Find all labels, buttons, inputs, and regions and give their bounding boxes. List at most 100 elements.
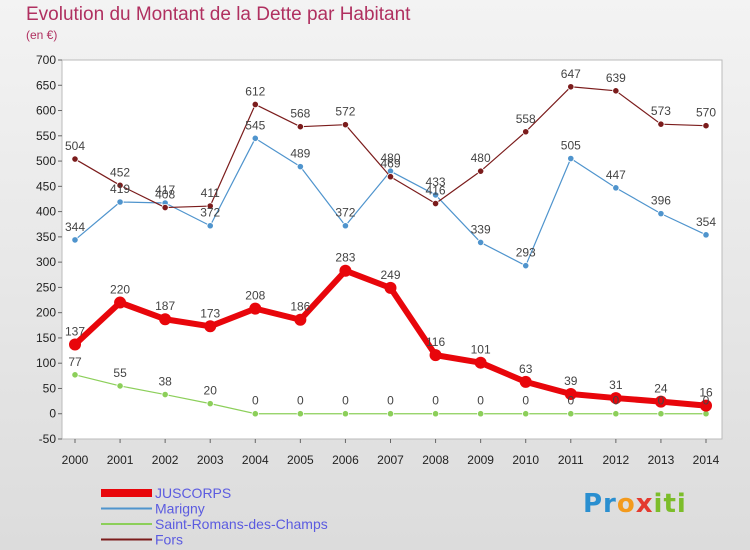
data-label: 220 — [110, 283, 130, 297]
data-point — [296, 123, 304, 131]
data-point — [429, 349, 442, 362]
data-point — [341, 222, 350, 230]
data-point — [702, 231, 710, 239]
data-label: 558 — [516, 112, 536, 126]
x-tick-label: 2011 — [558, 453, 584, 467]
data-label: 0 — [297, 394, 304, 408]
data-point — [564, 388, 577, 401]
y-tick-label: 50 — [43, 381, 57, 395]
data-point — [657, 120, 665, 128]
data-label: 572 — [335, 105, 355, 119]
data-label: 24 — [654, 382, 668, 396]
proxiti-logo: Proxiti — [583, 489, 687, 519]
data-label: 647 — [561, 67, 581, 81]
y-tick-label: 150 — [36, 331, 56, 345]
x-tick-label: 2009 — [467, 453, 494, 467]
data-label: 411 — [201, 186, 220, 200]
data-label: 408 — [155, 188, 175, 202]
data-label: 568 — [290, 107, 310, 121]
y-tick-label: 350 — [36, 230, 56, 244]
x-tick-label: 2004 — [242, 453, 269, 467]
data-point — [567, 83, 575, 91]
data-label: 480 — [471, 151, 491, 165]
x-tick-label: 2007 — [377, 453, 404, 467]
y-tick-label: 550 — [36, 129, 56, 143]
data-label: 249 — [380, 268, 400, 282]
data-point — [431, 191, 440, 199]
data-label: 63 — [519, 362, 533, 376]
data-label: 137 — [65, 325, 85, 339]
data-label: 480 — [380, 151, 400, 165]
data-point — [204, 320, 217, 333]
data-label: 31 — [609, 378, 623, 392]
x-tick-label: 2005 — [287, 453, 314, 467]
data-point — [296, 163, 304, 171]
data-point — [294, 313, 307, 326]
data-label: 0 — [567, 394, 574, 408]
data-label: 186 — [290, 300, 310, 314]
data-point — [116, 382, 124, 390]
data-point — [477, 238, 485, 247]
data-point — [474, 356, 487, 369]
y-tick-label: 0 — [49, 407, 56, 421]
data-point — [249, 302, 262, 315]
data-point — [702, 122, 710, 130]
data-label: 0 — [432, 394, 439, 408]
data-point — [431, 199, 440, 208]
x-tick-label: 2008 — [422, 453, 449, 467]
y-tick-label: 200 — [36, 306, 56, 320]
y-tick-label: 400 — [36, 205, 56, 219]
data-label: 0 — [613, 394, 620, 408]
data-label: 0 — [342, 394, 349, 408]
x-tick-label: 2006 — [332, 453, 359, 467]
data-point — [609, 392, 622, 405]
data-point — [161, 203, 169, 212]
data-point — [71, 371, 79, 379]
data-point — [567, 410, 575, 418]
data-label: 372 — [200, 206, 220, 220]
data-label: 639 — [606, 71, 626, 85]
data-point — [251, 410, 259, 418]
data-label: 0 — [387, 394, 394, 408]
data-point — [71, 236, 79, 244]
data-label: 505 — [561, 139, 581, 153]
data-label: 447 — [606, 168, 626, 182]
data-label: 545 — [245, 118, 265, 132]
data-label: 489 — [290, 147, 310, 161]
y-tick-label: 450 — [36, 179, 56, 193]
data-point — [116, 198, 124, 206]
data-label: 38 — [158, 375, 172, 389]
data-label: 16 — [699, 386, 713, 400]
data-label: 417 — [155, 183, 175, 197]
data-point — [251, 134, 259, 142]
data-label: 0 — [477, 394, 484, 408]
data-point — [206, 202, 214, 210]
data-label: 0 — [703, 394, 710, 408]
data-label: 612 — [245, 84, 265, 98]
data-label: 339 — [471, 222, 491, 236]
data-point — [159, 313, 172, 326]
data-point — [251, 100, 259, 109]
chart-title: Evolution du Montant de la Dette par Hab… — [26, 4, 411, 25]
data-point — [657, 210, 665, 218]
data-label: 372 — [335, 206, 355, 220]
data-label: 419 — [110, 182, 130, 196]
data-label: 416 — [426, 184, 446, 198]
x-tick-label: 2002 — [152, 453, 179, 467]
x-tick-label: 2000 — [62, 453, 89, 467]
data-point — [522, 410, 530, 418]
x-tick-label: 2014 — [693, 453, 720, 467]
data-label: 344 — [65, 220, 85, 234]
y-tick-label: 250 — [36, 280, 56, 294]
data-point — [339, 264, 352, 277]
data-label: 55 — [113, 366, 127, 380]
data-point — [519, 375, 532, 388]
legend-label: JUSCORPS — [155, 485, 231, 501]
data-label: 283 — [335, 251, 355, 265]
data-label: 20 — [204, 384, 218, 398]
data-label: 433 — [426, 175, 446, 189]
legend-label: Fors — [155, 532, 183, 548]
chart-subtitle: (en €) — [26, 28, 58, 42]
data-point — [116, 181, 124, 189]
